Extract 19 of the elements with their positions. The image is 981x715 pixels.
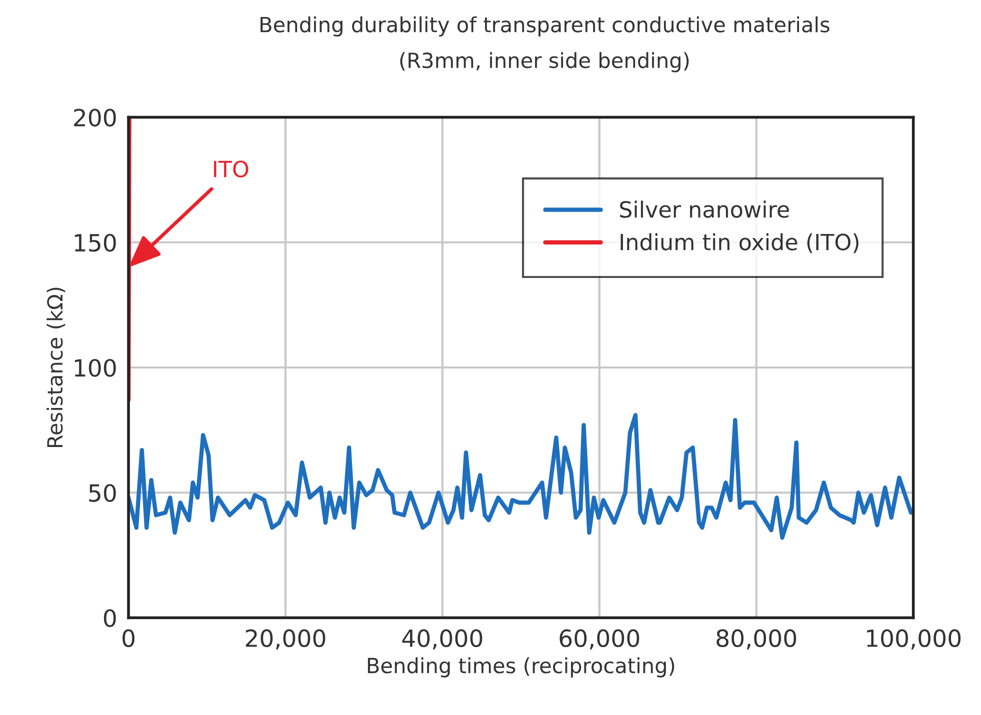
chart-subtitle: (R3mm, inner side bending) [400,52,689,72]
y-tick-label: 0 [104,609,116,628]
line-series [128,412,914,540]
annotation: ITO [214,160,248,178]
y-tick-label: 100 [74,358,116,377]
x-tick-label: 20,000 [246,629,326,650]
x-axis-title: Bending times (reciprocating) [368,657,674,678]
x-tick-label: 80,000 [716,629,796,650]
y-tick-label: 200 [74,108,116,127]
y-tick-label: 50 [89,484,116,502]
y-axis-title: Resistance (kΩ) [46,288,66,448]
x-tick-label: 60,000 [560,629,640,650]
x-tick-label: 0 [122,629,134,648]
legend-label: Indium tin oxide (ITO) [620,233,858,254]
y-tick-label: 150 [74,234,116,252]
x-tick-label: 100,000 [867,629,961,650]
chart-title: Bending durability of transparent conductive materials [260,16,830,37]
x-tick-label: 40,000 [402,629,482,650]
legend-label: Silver nanowire [620,200,789,218]
